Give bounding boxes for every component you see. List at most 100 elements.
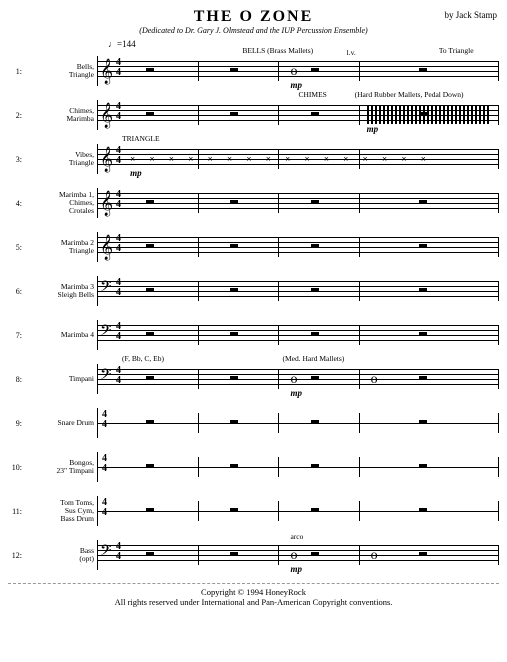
staff-lines: 𝄞44TRIANGLE× × × × × × × × × × × × × × ×… xyxy=(97,144,499,174)
staff-label: Marimba 1,Chimes,Crotales xyxy=(24,191,97,216)
staff-row-8: 8:Timpani𝄢44(F, Bb, C, Eb)(Med. Hard Mal… xyxy=(8,357,499,401)
staff-row-2: 2:Chimes,Marimba𝄞44CHIMES(Hard Rubber Ma… xyxy=(8,93,499,137)
barline xyxy=(198,369,199,389)
whole-rest xyxy=(146,332,154,335)
staff-lines: 𝄞44 xyxy=(97,232,499,262)
dynamic-mp: mp xyxy=(290,80,302,90)
footer: Copyright © 1994 HoneyRock All rights re… xyxy=(8,583,499,607)
chimes-annotation: CHIMES xyxy=(299,90,327,99)
barline xyxy=(278,193,279,213)
whole-note: o xyxy=(371,548,378,564)
staff-label: Chimes,Marimba xyxy=(24,107,97,124)
barline xyxy=(359,193,360,213)
staff-lines: 𝄞44 xyxy=(97,188,499,218)
triangle-annotation: TRIANGLE xyxy=(122,134,160,143)
barline xyxy=(198,281,199,301)
time-signature: 44 xyxy=(116,234,121,254)
staff-row-7: 7:Marimba 4𝄢44 xyxy=(8,313,499,357)
staff-lines: 𝄢44(F, Bb, C, Eb)(Med. Hard Mallets)oomp xyxy=(97,364,499,394)
dynamic-mp: mp xyxy=(130,168,142,178)
barline-end xyxy=(498,325,499,345)
piece-title: THE O ZONE xyxy=(8,8,499,26)
bass-clef-icon: 𝄢 xyxy=(100,273,112,303)
time-signature: 44 xyxy=(116,366,121,386)
barline-end xyxy=(498,545,499,565)
staff-label: Bells,Triangle xyxy=(24,63,97,80)
barline-end xyxy=(498,369,499,389)
barline xyxy=(359,413,360,433)
whole-rest xyxy=(311,376,319,379)
barline xyxy=(359,281,360,301)
staff-number: 4: xyxy=(8,199,24,208)
barline xyxy=(278,105,279,125)
barline-end xyxy=(498,105,499,125)
staff-number: 12: xyxy=(8,551,24,560)
whole-rest xyxy=(146,112,154,115)
barline-end xyxy=(498,237,499,257)
staff-number: 8: xyxy=(8,375,24,384)
treble-clef-icon: 𝄞 xyxy=(100,144,113,174)
barline-end xyxy=(498,193,499,213)
staff-number: 11: xyxy=(8,507,24,516)
whole-note: o xyxy=(290,64,297,80)
staff-lines: 𝄢44 xyxy=(97,276,499,306)
barline xyxy=(198,545,199,565)
barline xyxy=(359,457,360,477)
header: THE O ZONE (Dedicated to Dr. Gary J. Olm… xyxy=(8,8,499,35)
staff-number: 9: xyxy=(8,419,24,428)
whole-rest xyxy=(146,552,154,555)
barline xyxy=(278,369,279,389)
barline-end xyxy=(498,281,499,301)
barline xyxy=(198,501,199,521)
time-signature: 44 xyxy=(116,102,121,122)
whole-rest xyxy=(230,68,238,71)
barline xyxy=(198,457,199,477)
tremolo-beams xyxy=(367,106,491,124)
staff-number: 1: xyxy=(8,67,24,76)
whole-rest xyxy=(419,200,427,203)
whole-rest xyxy=(419,508,427,511)
barline xyxy=(278,237,279,257)
staff-label: Tom Toms,Sus Cym,Bass Drum xyxy=(24,499,97,524)
whole-rest xyxy=(419,376,427,379)
barline xyxy=(359,237,360,257)
whole-rest xyxy=(146,464,154,467)
time-signature: 44 xyxy=(116,542,121,562)
staff-row-6: 6:Marimba 3Sleigh Bells𝄢44 xyxy=(8,269,499,313)
whole-note: o xyxy=(371,372,378,388)
whole-rest xyxy=(146,68,154,71)
whole-rest xyxy=(230,552,238,555)
time-signature: 44 xyxy=(116,190,121,210)
staff-row-11: 11:Tom Toms,Sus Cym,Bass Drum44 xyxy=(8,489,499,533)
barline-end xyxy=(498,413,499,433)
barline xyxy=(359,501,360,521)
timpani-mallets-annotation: (Med. Hard Mallets) xyxy=(282,354,344,363)
time-signature: 44 xyxy=(116,146,121,166)
whole-rest xyxy=(419,288,427,291)
staff-number: 6: xyxy=(8,287,24,296)
barline-end xyxy=(498,149,499,169)
x-noteheads: × × × × × × × × × × × × × × × × xyxy=(130,154,432,164)
staff-lines: 𝄢44arcooomp xyxy=(97,540,499,570)
staff-number: 10: xyxy=(8,463,24,472)
staff-label: Timpani xyxy=(24,375,97,383)
whole-rest xyxy=(230,420,238,423)
chimes-mallets-annotation: (Hard Rubber Mallets, Pedal Down) xyxy=(355,90,464,99)
staff-row-3: 3:Vibes,Triangle𝄞44TRIANGLE× × × × × × ×… xyxy=(8,137,499,181)
time-signature: 44 xyxy=(102,454,107,474)
barline-end xyxy=(498,501,499,521)
barline xyxy=(198,413,199,433)
whole-rest xyxy=(311,420,319,423)
time-signature: 44 xyxy=(102,498,107,518)
barline xyxy=(198,61,199,81)
time-signature: 44 xyxy=(116,58,121,78)
staff-row-12: 12:Bass(opt)𝄢44arcooomp xyxy=(8,533,499,577)
treble-clef-icon: 𝄞 xyxy=(100,56,113,86)
barline xyxy=(359,325,360,345)
whole-rest xyxy=(146,200,154,203)
rights-line: All rights reserved under International … xyxy=(8,597,499,607)
barline xyxy=(359,545,360,565)
whole-rest xyxy=(311,244,319,247)
barline xyxy=(278,545,279,565)
staff-number: 3: xyxy=(8,155,24,164)
